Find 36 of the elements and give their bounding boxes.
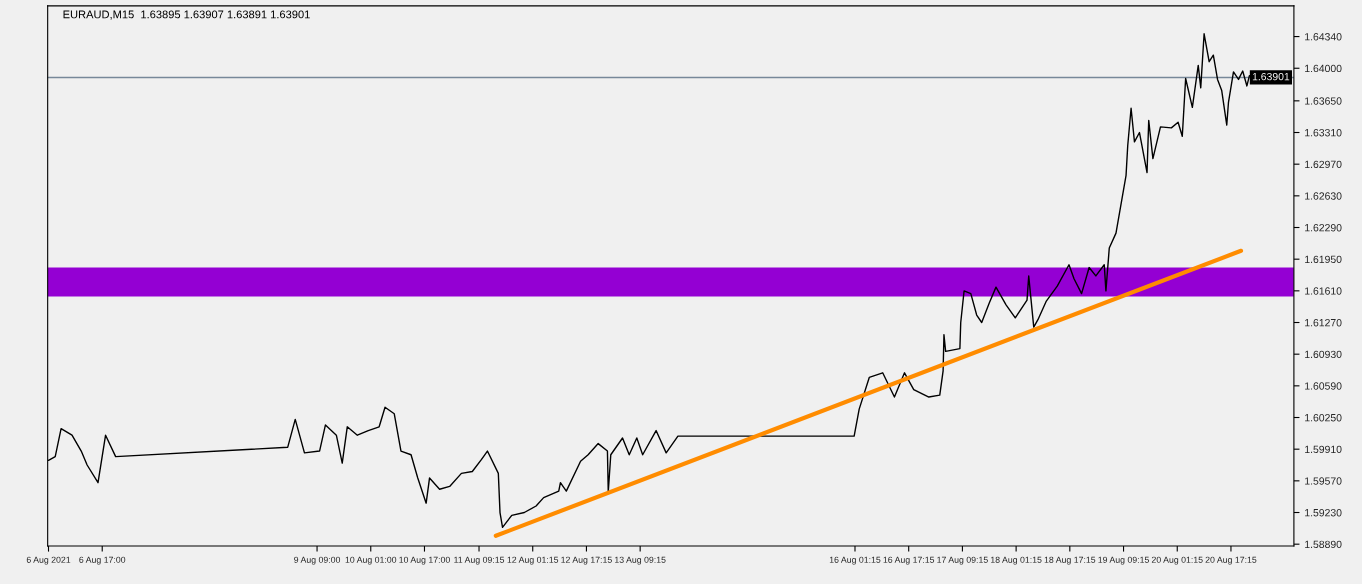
- y-tick-label: 1.59570: [1305, 477, 1342, 485]
- y-tick-label: 1.64340: [1305, 33, 1342, 41]
- y-tick-label: 1.60930: [1305, 350, 1342, 359]
- x-tick-label: 10 Aug 17:00: [399, 556, 450, 565]
- y-tick-label: 1.60250: [1305, 414, 1342, 422]
- y-tick-label: 1.59910: [1305, 445, 1342, 454]
- x-tick-label: 16 Aug 01:15: [829, 556, 881, 565]
- y-tick-label: 1.61270: [1305, 319, 1342, 327]
- x-tick-label: 12 Aug 17:15: [561, 556, 612, 565]
- y-tick-label: 1.63650: [1305, 97, 1342, 105]
- x-tick-label: 10 Aug 01:00: [345, 556, 397, 565]
- x-tick-label: 6 Aug 17:00: [79, 556, 126, 565]
- y-tick-label: 1.63310: [1305, 129, 1342, 137]
- y-tick-label: 1.61950: [1305, 255, 1342, 264]
- x-tick-label: 9 Aug 09:00: [294, 556, 341, 565]
- y-tick-label: 1.58890: [1305, 540, 1342, 549]
- x-tick-label: 17 Aug 09:15: [937, 556, 988, 565]
- y-tick-label: 1.61610: [1305, 287, 1342, 295]
- y-tick-label: 1.62630: [1305, 192, 1342, 200]
- y-tick-label: 1.62290: [1305, 224, 1342, 232]
- x-tick-label: 19 Aug 09:15: [1098, 556, 1149, 565]
- x-tick-label: 13 Aug 09:15: [615, 556, 666, 565]
- y-tick-label: 1.60590: [1305, 382, 1342, 390]
- x-tick-label: 12 Aug 01:15: [507, 556, 559, 565]
- y-tick-label: 1.59230: [1305, 509, 1342, 517]
- x-tick-label: 18 Aug 01:15: [991, 556, 1042, 565]
- x-tick-label: 6 Aug 2021: [26, 556, 71, 565]
- chart-title: EURAUD,M15 1.63895 1.63907 1.63891 1.63901: [63, 10, 310, 20]
- y-tick-label: 1.62970: [1305, 160, 1342, 169]
- x-tick-label: 18 Aug 17:15: [1044, 556, 1096, 565]
- x-tick-label: 11 Aug 09:15: [454, 556, 505, 565]
- x-tick-label: 20 Aug 17:15: [1205, 556, 1257, 565]
- y-tick-label: 1.64000: [1305, 64, 1342, 73]
- x-tick-label: 16 Aug 17:15: [883, 556, 935, 565]
- ref-line-label: 1.63901: [1252, 72, 1290, 81]
- x-tick-label: 20 Aug 01:15: [1151, 556, 1203, 565]
